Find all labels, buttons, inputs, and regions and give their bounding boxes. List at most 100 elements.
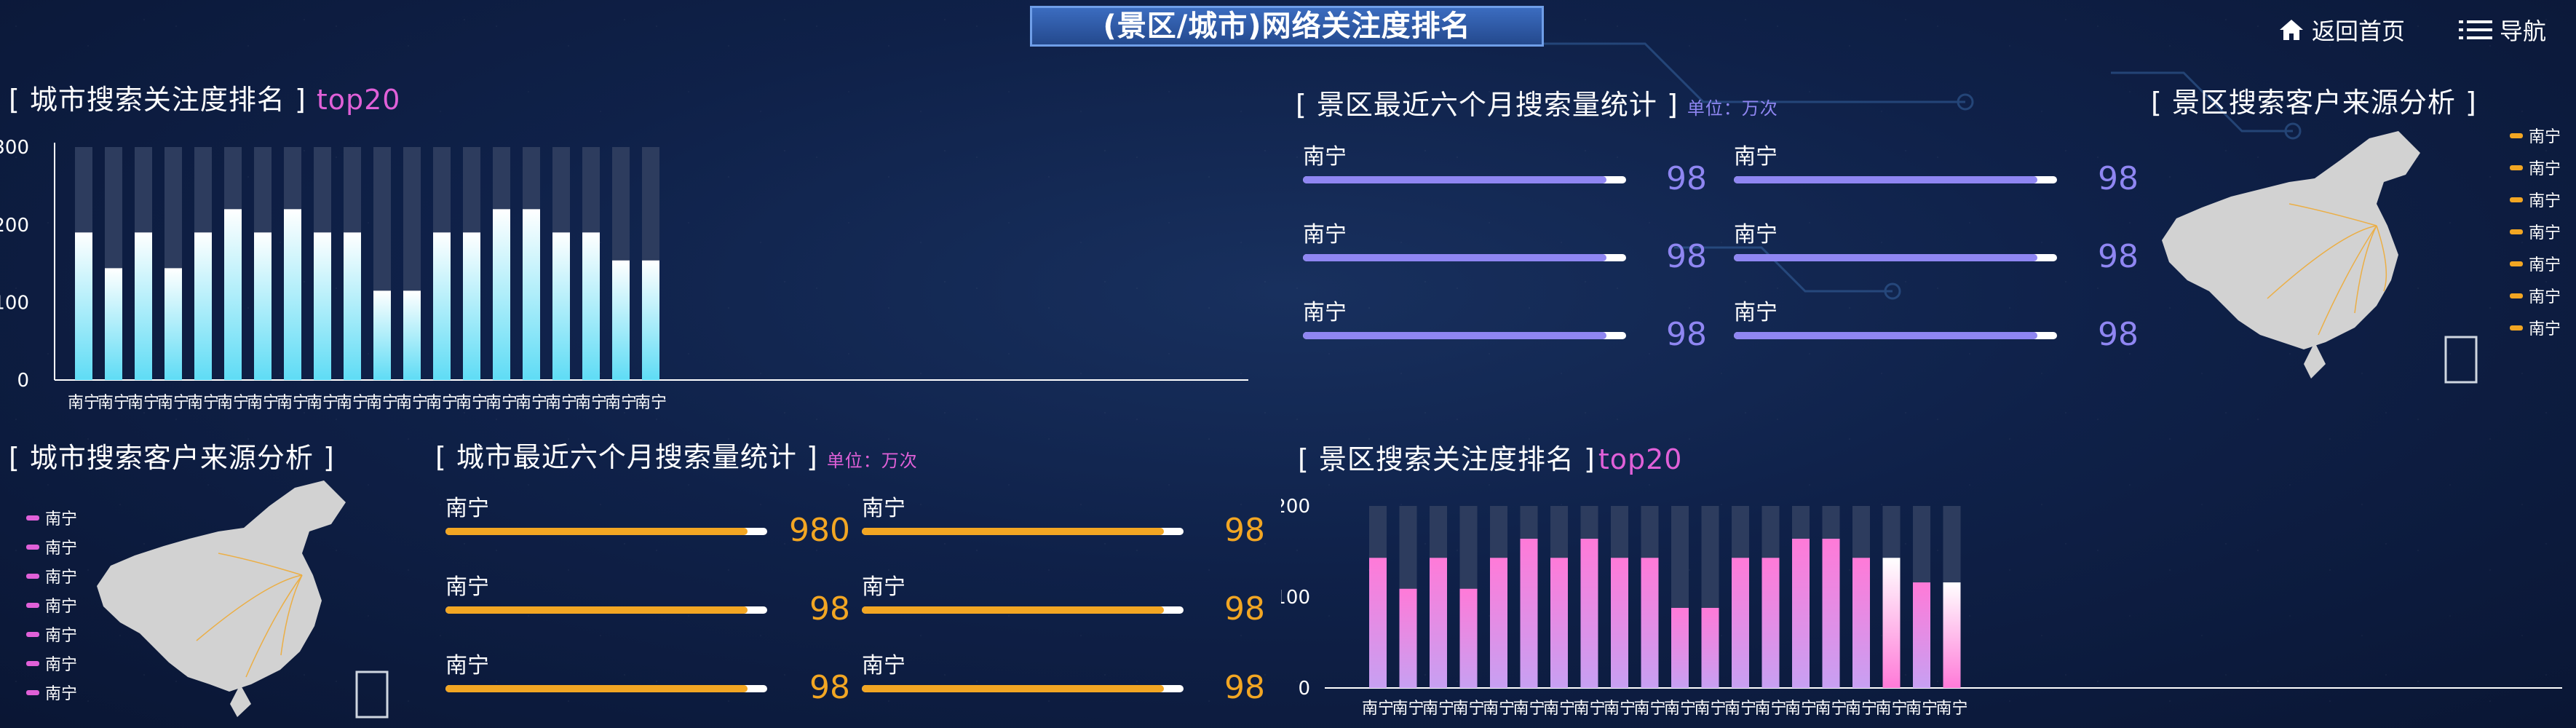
x-tick-label: 南宁 bbox=[635, 394, 667, 412]
legend-label: 南宁 bbox=[2529, 128, 2561, 146]
city-rank-tag: top20 bbox=[316, 84, 401, 116]
x-tick-label: 南宁 bbox=[187, 394, 219, 412]
bar bbox=[1701, 608, 1719, 688]
bar bbox=[165, 268, 182, 380]
progress-fill bbox=[1734, 254, 2038, 261]
bar bbox=[1490, 558, 1507, 688]
x-tick-label: 南宁 bbox=[306, 394, 338, 412]
legend-swatch bbox=[2510, 132, 2523, 138]
x-tick-label: 南宁 bbox=[426, 394, 458, 412]
progress-value: 98 bbox=[2098, 316, 2139, 353]
legend-item: 南宁 bbox=[2510, 316, 2561, 339]
legend-swatch bbox=[2510, 197, 2523, 202]
legend-item: 南宁 bbox=[26, 564, 77, 587]
bar bbox=[373, 290, 391, 380]
progress-value: 98 bbox=[1666, 238, 1707, 275]
legend-item: 南宁 bbox=[26, 535, 77, 558]
y-tick-label: 100 bbox=[0, 292, 29, 314]
legend-swatch bbox=[26, 515, 39, 521]
bar bbox=[1520, 539, 1538, 688]
y-tick-label: 0 bbox=[1298, 678, 1310, 700]
bar bbox=[1430, 558, 1447, 688]
bar bbox=[75, 232, 92, 380]
progress-fill bbox=[1303, 332, 1607, 339]
x-tick-label: 南宁 bbox=[545, 394, 577, 412]
y-tick-label: 200 bbox=[1281, 496, 1310, 518]
x-tick-label: 南宁 bbox=[1483, 700, 1515, 718]
legend-swatch bbox=[26, 602, 39, 608]
city-rank-bar-chart: 0100200300南宁南宁南宁南宁南宁南宁南宁南宁南宁南宁南宁南宁南宁南宁南宁… bbox=[0, 137, 1248, 412]
x-tick-label: 南宁 bbox=[1604, 700, 1636, 718]
progress-value: 98 bbox=[1666, 160, 1707, 197]
progress-track bbox=[862, 528, 1184, 535]
home-button-label: 返回首页 bbox=[2312, 17, 2406, 45]
bar bbox=[105, 268, 122, 380]
x-tick-label: 南宁 bbox=[98, 394, 130, 412]
x-tick-label: 南宁 bbox=[1392, 700, 1424, 718]
x-tick-label: 南宁 bbox=[1875, 700, 1907, 718]
x-tick-label: 南宁 bbox=[456, 394, 488, 412]
bar bbox=[1882, 558, 1901, 688]
bar bbox=[1641, 558, 1659, 688]
x-tick-label: 南宁 bbox=[396, 394, 428, 412]
progress-track bbox=[1303, 332, 1626, 339]
legend-swatch bbox=[2510, 325, 2523, 331]
progress-value: 98 bbox=[1666, 316, 1707, 353]
south-sea-inset bbox=[2444, 336, 2478, 384]
legend-swatch bbox=[2510, 229, 2523, 234]
bar bbox=[135, 232, 152, 380]
bar bbox=[403, 290, 421, 380]
bar bbox=[1943, 582, 1961, 688]
legend-label: 南宁 bbox=[2529, 288, 2561, 306]
x-tick-label: 南宁 bbox=[1452, 700, 1484, 718]
y-tick-label: 200 bbox=[0, 215, 29, 237]
progress-fill bbox=[445, 528, 748, 535]
legend-swatch bbox=[2510, 165, 2523, 170]
city-six-title: [ 城市最近六个月搜索量统计 ] 单位：万次 bbox=[435, 435, 918, 475]
progress-track bbox=[1734, 332, 2057, 339]
progress-label: 南宁 bbox=[1303, 222, 1347, 248]
x-tick-label: 南宁 bbox=[1724, 700, 1756, 718]
city-rank-title: [ 城市搜索关注度排名 ] top20 bbox=[9, 77, 400, 117]
scenic-rank-bar-chart: 0100200南宁南宁南宁南宁南宁南宁南宁南宁南宁南宁南宁南宁南宁南宁南宁南宁南… bbox=[1281, 496, 2562, 718]
progress-fill bbox=[1303, 176, 1607, 183]
nav-menu-label: 导航 bbox=[2500, 17, 2547, 45]
home-button[interactable]: 返回首页 bbox=[2278, 13, 2405, 47]
progress-track bbox=[445, 528, 767, 535]
menu-list-icon bbox=[2459, 20, 2492, 39]
legend-label: 南宁 bbox=[45, 627, 78, 645]
x-tick-label: 南宁 bbox=[127, 394, 159, 412]
progress-label: 南宁 bbox=[862, 653, 905, 678]
bar bbox=[344, 232, 361, 380]
nav-menu-button[interactable]: 导航 bbox=[2459, 13, 2546, 47]
legend-label: 南宁 bbox=[2529, 320, 2561, 339]
progress-fill bbox=[862, 685, 1165, 692]
scenic-six-unit: 单位：万次 bbox=[1687, 98, 1778, 119]
scenic-six-title: [ 景区最近六个月搜索量统计 ] 单位：万次 bbox=[1296, 82, 1778, 122]
legend-item: 南宁 bbox=[2510, 252, 2561, 275]
legend-item: 南宁 bbox=[2510, 124, 2561, 147]
scenic-source-china-map bbox=[2162, 131, 2478, 384]
bar bbox=[1822, 539, 1840, 688]
x-tick-label: 南宁 bbox=[366, 394, 398, 412]
progress-label: 南宁 bbox=[1734, 144, 1778, 170]
scenic-source-title: [ 景区搜索客户来源分析 ] bbox=[2151, 87, 2477, 119]
x-tick-label: 南宁 bbox=[1573, 700, 1605, 718]
scenic-rank-tag: top20 bbox=[1598, 443, 1683, 475]
progress-track bbox=[862, 685, 1184, 692]
bar bbox=[523, 209, 540, 380]
x-tick-label: 南宁 bbox=[157, 394, 189, 412]
progress-track bbox=[1734, 254, 2057, 261]
bar bbox=[1761, 558, 1780, 688]
progress-label: 南宁 bbox=[445, 653, 489, 678]
scenic-rank-title-text: [ 景区搜索关注度排名 ] bbox=[1298, 443, 1596, 475]
legend-label: 南宁 bbox=[45, 539, 78, 558]
progress-label: 南宁 bbox=[862, 574, 905, 600]
legend-swatch bbox=[26, 573, 39, 579]
progress-value: 98 bbox=[1224, 669, 1265, 706]
x-tick-label: 南宁 bbox=[277, 394, 309, 412]
bar bbox=[224, 209, 242, 380]
legend-item: 南宁 bbox=[26, 506, 77, 529]
legend-label: 南宁 bbox=[45, 569, 78, 587]
circuit-decoration bbox=[1514, 42, 2302, 300]
